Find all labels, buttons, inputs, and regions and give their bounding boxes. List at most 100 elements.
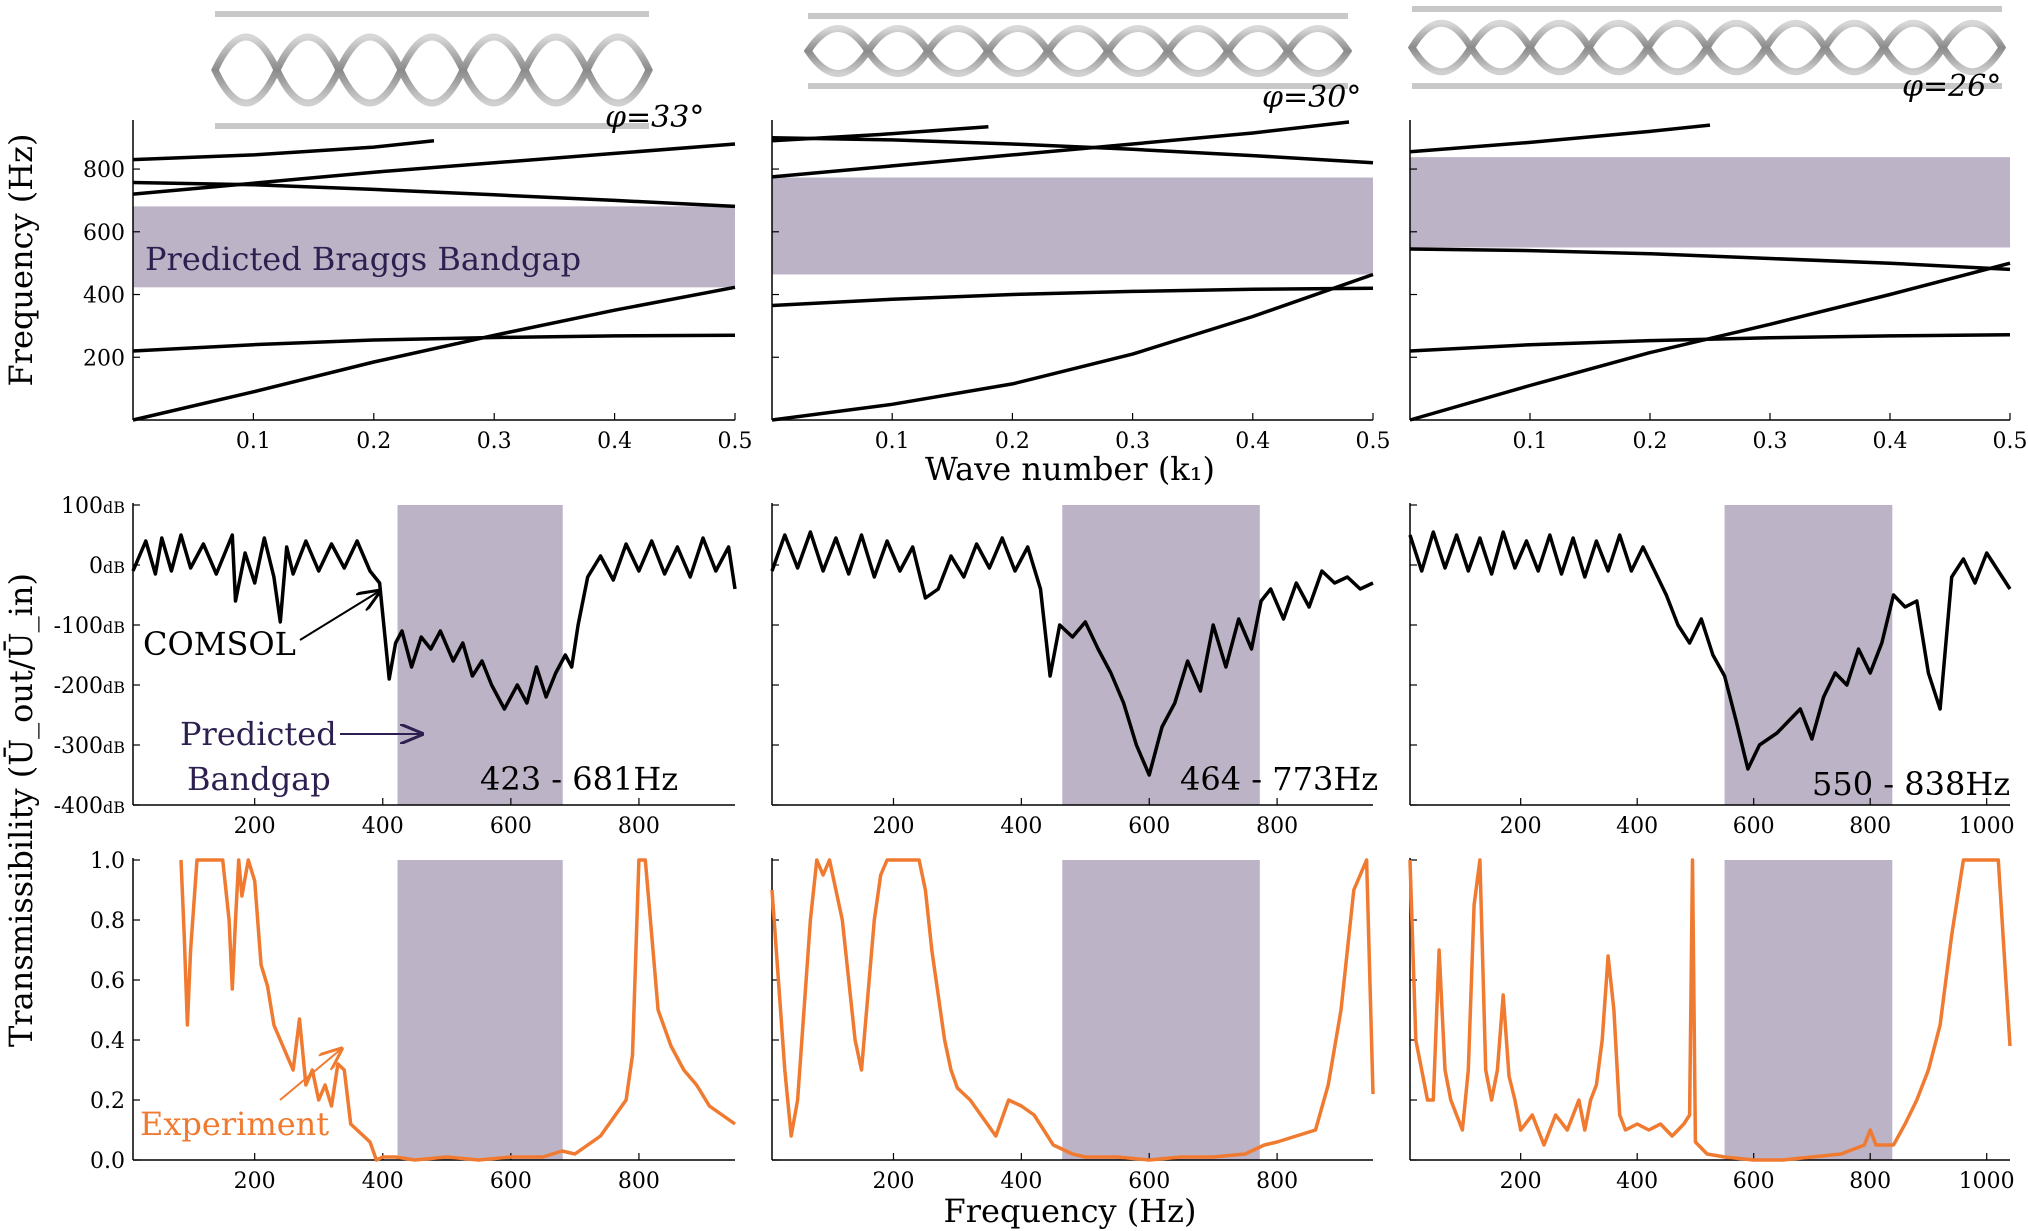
phi-label-2: φ=30° bbox=[1262, 80, 1361, 115]
lattice-strut bbox=[1168, 13, 1228, 89]
series-line-1 bbox=[770, 858, 1375, 1162]
series-line-1 bbox=[771, 272, 1374, 422]
lattice-cell bbox=[1223, 25, 1293, 77]
lattice-illustration-1 bbox=[211, 8, 654, 133]
lattice-strut bbox=[1471, 6, 1530, 89]
x-tick-label: 800 bbox=[1849, 814, 1891, 839]
panel-3: 0.1 0.2 0.3 0.4 0.5 bbox=[1409, 120, 2028, 454]
y-tick-label: 0.4 bbox=[90, 1029, 125, 1054]
y-tick-label: 200 bbox=[83, 346, 125, 371]
panel-4: 200 400 600 800 100dB 0dB -100dB -200dB -300dB -4… bbox=[54, 494, 737, 839]
lattice-strut bbox=[1589, 6, 1648, 89]
y-tick-label: -100dB bbox=[54, 614, 125, 639]
x-tick-label: 400 bbox=[1000, 1169, 1042, 1194]
lattice-cell bbox=[1283, 25, 1353, 77]
lattice-cell bbox=[1525, 19, 1594, 76]
panel-5: 200 400 600 800 bbox=[770, 503, 1374, 839]
y-tick-label: 0.6 bbox=[90, 969, 125, 994]
x-tick-label: 0.2 bbox=[995, 429, 1030, 454]
phi-label-1: φ=33° bbox=[605, 100, 704, 135]
y-tick-label: -400dB bbox=[54, 794, 125, 819]
y-tick-label: 400 bbox=[83, 284, 125, 309]
frequency-x-label: Frequency (Hz) bbox=[944, 1192, 1197, 1230]
y-tick-label: 600 bbox=[83, 221, 125, 246]
series-line-1 bbox=[179, 858, 737, 1162]
x-tick-label: 600 bbox=[1128, 814, 1170, 839]
x-tick-label: 0.3 bbox=[477, 429, 512, 454]
lattice-strut bbox=[1648, 6, 1707, 89]
x-tick-label: 0.2 bbox=[1633, 429, 1668, 454]
bandgap-band bbox=[1724, 505, 1893, 805]
y-tick-label: 0.2 bbox=[90, 1089, 125, 1114]
x-tick-label: 0.4 bbox=[1235, 429, 1270, 454]
x-tick-label: 200 bbox=[1500, 1169, 1542, 1194]
lattice-strut bbox=[1766, 6, 1825, 89]
x-tick-label: 0.5 bbox=[1993, 429, 2028, 454]
lattice-cell bbox=[983, 25, 1053, 77]
lattice-strut bbox=[215, 11, 277, 129]
series-line-2 bbox=[132, 333, 736, 353]
lattice-strut bbox=[868, 13, 928, 89]
lattice-strut bbox=[1530, 6, 1589, 89]
lattice-cell bbox=[1820, 19, 1889, 76]
lattice-cell bbox=[1407, 19, 1476, 76]
y-tick-label: -300dB bbox=[54, 734, 125, 759]
lattice-strut bbox=[808, 13, 868, 89]
x-tick-label: 0.4 bbox=[1873, 429, 1908, 454]
lattice-cell bbox=[1043, 25, 1113, 77]
bandgap-band bbox=[133, 206, 735, 288]
x-tick-label: 400 bbox=[362, 814, 404, 839]
x-tick-label: 800 bbox=[1256, 814, 1298, 839]
x-tick-label: 0.5 bbox=[1356, 429, 1391, 454]
panel-7: 200 400 600 800 0.0 0.2 0.4 0.6 0.8 1.0 bbox=[90, 849, 737, 1194]
experiment-arrow bbox=[279, 1050, 340, 1101]
y-tick-label: 0dB bbox=[89, 554, 125, 579]
lattice-cell bbox=[803, 25, 873, 77]
lattice-strut bbox=[988, 13, 1048, 89]
phi-label-3: φ=26° bbox=[1902, 69, 2001, 104]
x-tick-label: 600 bbox=[1733, 1169, 1775, 1194]
panel-9: 200 400 600 800 1000 bbox=[1408, 858, 2015, 1194]
lattice-strut bbox=[525, 11, 587, 129]
lattice-cell bbox=[1879, 19, 1948, 76]
lattice-cell bbox=[1643, 19, 1712, 76]
x-tick-label: 0.2 bbox=[356, 429, 391, 454]
lattice-strut bbox=[401, 11, 463, 129]
x-tick-label: 200 bbox=[872, 814, 914, 839]
comsol-arrow bbox=[299, 592, 378, 641]
lattice-cell bbox=[863, 25, 933, 77]
series-line-1 bbox=[1408, 858, 2012, 1162]
experiment-label: Experiment bbox=[140, 1105, 329, 1143]
lattice-strut bbox=[1228, 13, 1288, 89]
lattice-cell bbox=[1702, 19, 1771, 76]
x-tick-label: 400 bbox=[362, 1169, 404, 1194]
lattice-illustration-3 bbox=[1407, 6, 2007, 89]
lattice-cell bbox=[1103, 25, 1173, 77]
dispersion-x-label: Wave number (k₁) bbox=[925, 450, 1215, 488]
dispersion-y-label: Frequency (Hz) bbox=[2, 134, 40, 387]
lattice-strut bbox=[339, 11, 401, 129]
x-tick-label: 600 bbox=[490, 814, 532, 839]
lattice-strut bbox=[1288, 13, 1348, 89]
predicted-braggs-bandgap-label: Predicted Braggs Bandgap bbox=[145, 240, 581, 278]
comsol-label: COMSOL bbox=[143, 625, 296, 663]
x-tick-label: 1000 bbox=[1959, 1169, 2015, 1194]
panel-8: 200 400 600 800 bbox=[770, 858, 1375, 1194]
x-tick-label: 200 bbox=[872, 1169, 914, 1194]
series-line-1 bbox=[131, 533, 737, 711]
series-line-1 bbox=[1409, 261, 2011, 422]
lattice-strut bbox=[587, 11, 649, 129]
lattice-strut bbox=[1108, 13, 1168, 89]
panel-1: 0.1 0.2 0.3 0.4 0.5 200 400 600 800 bbox=[83, 120, 753, 454]
x-tick-label: 800 bbox=[618, 814, 660, 839]
lattice-strut bbox=[1412, 6, 1471, 89]
x-tick-label: 0.1 bbox=[1513, 429, 1548, 454]
x-tick-label: 800 bbox=[1256, 1169, 1298, 1194]
lattice-strut bbox=[1825, 6, 1884, 89]
x-tick-label: 200 bbox=[234, 814, 276, 839]
x-tick-label: 1000 bbox=[1959, 814, 2015, 839]
lattice-cell bbox=[1938, 19, 2007, 76]
lattice-strut bbox=[1884, 6, 1943, 89]
lattice-strut bbox=[277, 11, 339, 129]
